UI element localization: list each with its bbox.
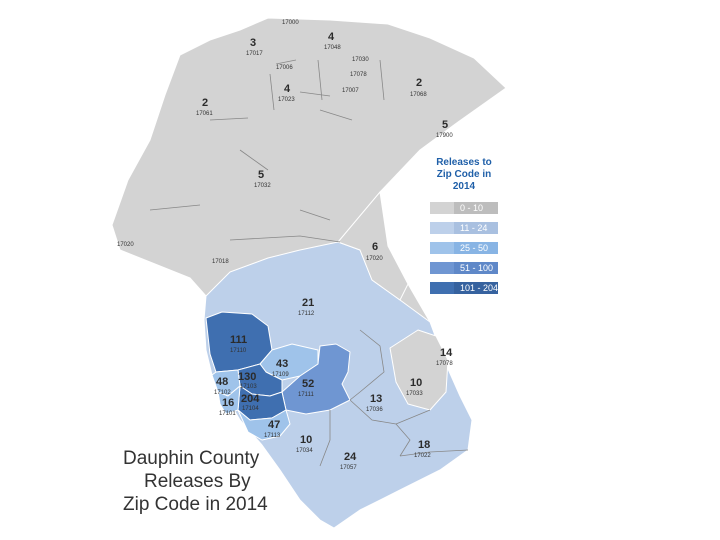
count-label-17113: 47	[268, 419, 280, 431]
map-title-line-3: Zip Code in 2014	[123, 494, 268, 515]
legend-label-bg-51-100	[454, 262, 498, 274]
map-title-line-2: Releases By	[144, 471, 251, 492]
count-label-17023: 4	[284, 83, 291, 95]
legend-swatch-0-10	[430, 202, 454, 214]
legend-label-11-24: 11 - 24	[460, 223, 487, 233]
count-label-17102: 48	[216, 376, 228, 388]
count-label-17103: 130	[238, 371, 256, 383]
region-17020	[337, 191, 409, 301]
zip-label-17020-west: 17020	[117, 242, 134, 248]
count-label-17036: 13	[370, 393, 382, 405]
zip-label-17061: 17061	[196, 111, 213, 117]
legend-title-line-1: Releases to	[436, 157, 492, 168]
zip-label-17101: 17101	[219, 411, 236, 417]
legend-label-0-10: 0 - 10	[460, 203, 483, 213]
legend-swatch-11-24	[430, 222, 454, 234]
zip-label-17104: 17104	[242, 406, 259, 412]
zip-label-17022: 17022	[414, 453, 431, 459]
map-legend: Releases to Zip Code in 2014 0 - 10 11 -…	[430, 157, 498, 294]
count-label-17061: 2	[202, 97, 208, 109]
count-label-17104: 204	[241, 393, 260, 405]
legend-label-101-204: 101 - 204	[460, 283, 498, 293]
zip-label-17111: 17111	[298, 392, 314, 398]
legend-label-bg-0-10	[454, 202, 498, 214]
count-label-17078: 14	[440, 347, 453, 359]
zip-label-17103: 17103	[240, 384, 257, 390]
count-label-17022: 18	[418, 439, 430, 451]
zip-label-17023: 17023	[278, 97, 295, 103]
count-label-17112: 21	[302, 297, 314, 309]
zip-label-17018: 17018	[212, 259, 229, 265]
zip-label-17068: 17068	[410, 92, 427, 98]
zip-label-17030: 17030	[352, 57, 369, 63]
zip-label-17110: 17110	[230, 348, 247, 354]
zip-label-17078-north: 17078	[350, 72, 367, 78]
zip-label-17017: 17017	[246, 51, 263, 57]
zip-label-17032: 17032	[254, 183, 271, 189]
count-label-17068: 2	[416, 77, 422, 89]
region-17033	[389, 329, 449, 411]
count-label-17033: 10	[410, 377, 422, 389]
legend-label-bg-101-204	[454, 282, 498, 294]
map-title-line-1: Dauphin County	[123, 448, 260, 469]
map-title: Dauphin County Releases By Zip Code in 2…	[123, 448, 268, 515]
zip-label-17007: 17007	[342, 88, 359, 94]
zip-label-17102: 17102	[214, 390, 231, 396]
zip-label-17078: 17078	[436, 361, 453, 367]
zip-label-17000: 17000	[282, 20, 299, 26]
legend-title-line-2: Zip Code in	[437, 169, 491, 180]
zip-label-17034: 17034	[296, 448, 313, 454]
count-label-17110: 111	[230, 334, 247, 346]
zip-label-17048: 17048	[324, 45, 341, 51]
count-label-17057: 24	[344, 451, 357, 463]
zip-label-17109: 17109	[272, 372, 289, 378]
legend-swatch-101-204	[430, 282, 454, 294]
zip-label-17112: 17112	[298, 311, 315, 317]
count-label-17017: 3	[250, 37, 256, 49]
zip-label-17113: 17113	[264, 433, 281, 439]
count-label-17032: 5	[258, 169, 264, 181]
region-labels: 17000 3 17017 4 17048 17006 17030 17078 …	[117, 20, 453, 471]
boundary-lines	[149, 59, 469, 467]
zip-label-17057: 17057	[340, 465, 357, 471]
count-label-17034: 10	[300, 434, 312, 446]
zip-label-17036: 17036	[366, 407, 383, 413]
zip-label-17006: 17006	[276, 65, 293, 71]
legend-swatch-25-50	[430, 242, 454, 254]
count-label-17111: 52	[302, 378, 314, 390]
count-label-17101: 16	[222, 397, 234, 409]
count-label-17048: 4	[328, 31, 335, 43]
count-label-17109: 43	[276, 358, 288, 370]
legend-label-bg-11-24	[454, 222, 498, 234]
legend-swatch-51-100	[430, 262, 454, 274]
legend-label-25-50: 25 - 50	[460, 243, 488, 253]
legend-label-bg-25-50	[454, 242, 498, 254]
count-label-17020: 6	[372, 241, 378, 253]
zip-label-17900: 17900	[436, 133, 453, 139]
zip-label-17033: 17033	[406, 391, 423, 397]
zip-label-17020: 17020	[366, 256, 383, 262]
legend-label-51-100: 51 - 100	[460, 263, 493, 273]
legend-title-line-3: 2014	[453, 181, 476, 192]
region-17113	[237, 409, 291, 441]
count-label-17900: 5	[442, 119, 448, 131]
